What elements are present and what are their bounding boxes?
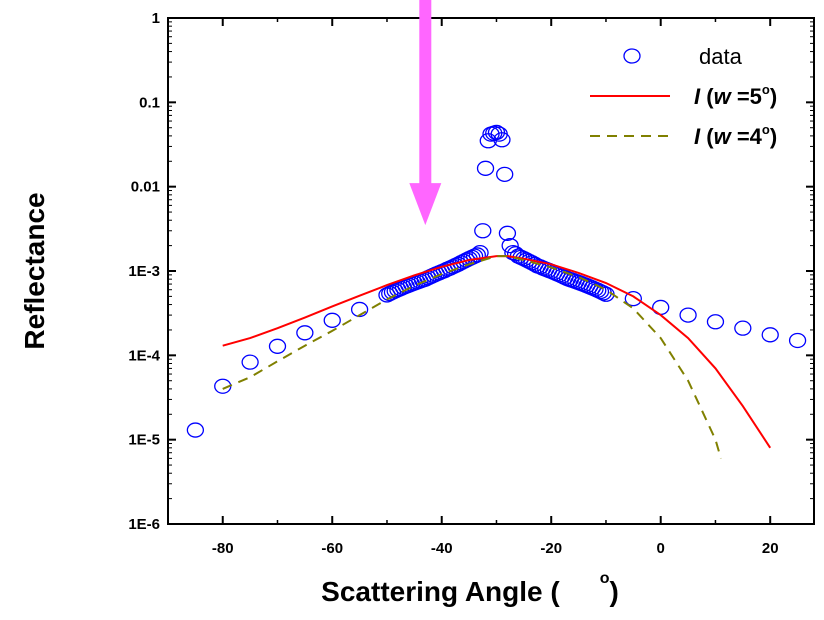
data-point [498, 225, 517, 241]
data-point [624, 291, 642, 307]
legend-label-part: ( [700, 84, 714, 109]
legend-label-part: ( [700, 124, 714, 149]
series-line [222, 255, 722, 459]
arrow-head [409, 183, 442, 226]
legend-label-part: I [694, 84, 701, 109]
legend-label-part: ) [770, 124, 777, 149]
data-point [493, 132, 511, 148]
data-point [268, 338, 287, 354]
series-line [222, 255, 772, 449]
x-tick-label: -20 [540, 540, 562, 557]
data-point [501, 237, 519, 254]
legend-label: I (w =4o) [694, 122, 777, 149]
data-point [186, 422, 205, 438]
legend-label-part: w [714, 84, 733, 109]
legend-label-data: data [699, 44, 743, 69]
axes: -80 -60 -40 -20 0 20 1E-6 1E-5 1E-4 1E-3 0.01 0.1 1 [128, 0, 815, 557]
y-tick-label: 1E-3 [128, 263, 160, 280]
data-point [323, 312, 341, 328]
data-point [476, 160, 495, 176]
x-tick-label: -60 [321, 540, 343, 557]
data-point [496, 166, 514, 182]
legend-label-part: =4 [731, 124, 763, 149]
data-point [465, 248, 484, 264]
legend-label-part: ) [770, 84, 777, 109]
legend-marker-data [623, 48, 641, 64]
legend-label-part: I [694, 124, 701, 149]
data-point [761, 327, 779, 343]
arrow-shaft [419, 0, 432, 186]
x-axis-title: Scattering Angle (o) [321, 570, 619, 607]
data-point [487, 124, 506, 141]
data-point [706, 314, 725, 330]
data-point [452, 255, 470, 271]
data-point [474, 223, 492, 239]
legend-label-part: =5 [731, 84, 762, 109]
plot-area [186, 124, 807, 459]
y-tick-label: 0.1 [139, 94, 160, 111]
y-tick-label: 1E-4 [128, 347, 160, 364]
axis-titles: Scattering Angle (o) Reflectance [19, 192, 619, 607]
data-point [468, 247, 486, 263]
x-tick-label: 0 [657, 540, 665, 557]
legend-label-part: o [762, 82, 770, 97]
x-tick-label: 20 [762, 540, 779, 557]
x-tick-label: -80 [212, 540, 234, 557]
data-point [350, 301, 369, 318]
y-tick-label: 1 [152, 10, 160, 27]
data-point [734, 320, 752, 336]
y-tick-label: 1E-6 [128, 516, 160, 533]
y-axis-title: Reflectance [19, 192, 50, 349]
y-tick-label: 1E-5 [128, 432, 160, 449]
legend-label-part: o [762, 122, 770, 137]
data-point [296, 325, 314, 341]
data-point [241, 354, 259, 370]
x-tick-label: -40 [431, 540, 453, 557]
y-tick-label: 0.01 [131, 179, 160, 196]
legend-label: I (w =5o) [694, 82, 777, 109]
legend-label-part: w [714, 124, 733, 149]
data-point [788, 332, 807, 349]
data-point [471, 245, 489, 261]
data-point [679, 307, 697, 323]
